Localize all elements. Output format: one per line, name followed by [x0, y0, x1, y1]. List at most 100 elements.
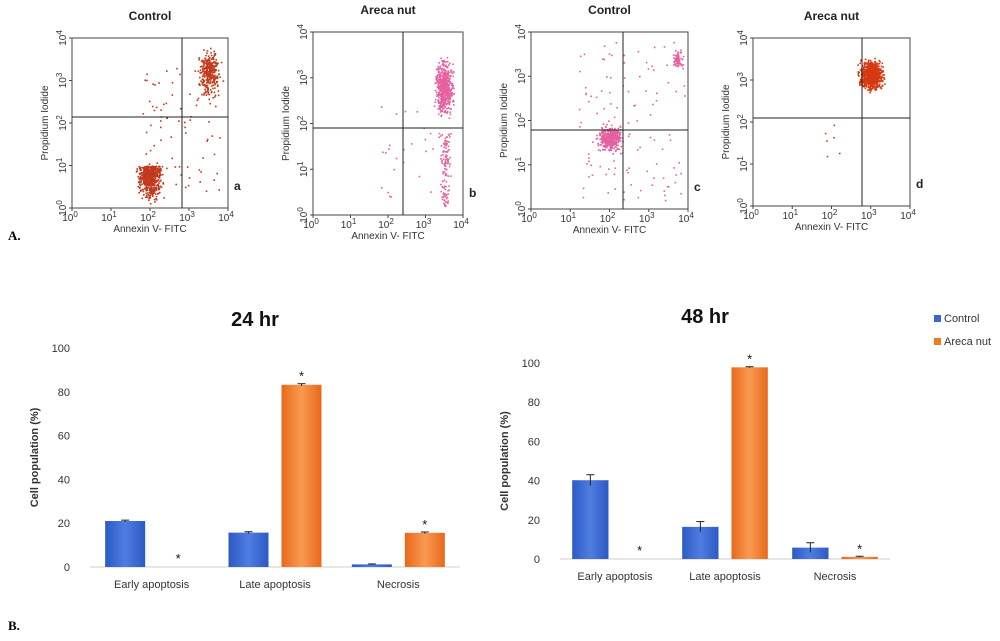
- flow-event-dot: [199, 181, 201, 183]
- flow-event-dot: [444, 65, 447, 68]
- flow-event-dot: [869, 70, 872, 73]
- flow-event-dot: [597, 144, 599, 147]
- flow-event-dot: [681, 65, 683, 67]
- flow-plot-frame: [752, 37, 911, 207]
- flow-event-dot: [209, 69, 212, 71]
- flow-event-dot: [881, 80, 884, 83]
- flow-event-dot: [146, 168, 148, 171]
- flow-event-dot: [618, 140, 620, 143]
- flow-event-dot: [207, 73, 209, 76]
- flow-event-dot: [147, 179, 150, 182]
- flow-event-dot: [582, 196, 585, 199]
- flow-event-dot: [588, 157, 590, 159]
- flow-event-dot: [613, 160, 615, 162]
- flow-event-dot: [443, 91, 446, 94]
- flow-event-dot: [153, 109, 156, 112]
- flow-event-dot: [866, 66, 869, 68]
- flow-y-tick-label: 102: [55, 115, 69, 131]
- flow-event-dot: [879, 77, 882, 80]
- flow-event-dot: [637, 196, 640, 199]
- flow-x-tick-label: 101: [101, 210, 117, 224]
- flow-event-dot: [158, 171, 160, 174]
- flow-event-dot: [139, 173, 141, 176]
- flow-event-dot: [860, 81, 862, 83]
- flow-event-dot: [208, 70, 211, 72]
- flow-event-dot: [680, 172, 682, 175]
- flow-event-dot: [443, 59, 445, 62]
- flow-event-dot: [155, 189, 158, 191]
- flow-event-dot: [621, 137, 623, 139]
- flow-event-dot: [207, 59, 209, 61]
- flow-event-dot: [863, 78, 865, 80]
- flow-event-dot: [161, 173, 164, 176]
- flow-event-dot: [387, 191, 389, 194]
- flow-event-dot: [878, 85, 880, 88]
- flow-event-dot: [867, 84, 870, 87]
- flow-event-dot: [869, 61, 872, 64]
- flow-event-dot: [140, 178, 143, 181]
- flow-event-dot: [866, 72, 868, 75]
- flow-event-dot: [425, 150, 427, 153]
- flow-event-dot: [445, 205, 447, 207]
- flow-event-dot: [202, 70, 204, 72]
- flow-event-dot: [153, 174, 156, 176]
- flow-event-dot: [143, 182, 145, 184]
- flow-event-dot: [154, 166, 156, 168]
- flow-event-dot: [207, 78, 209, 80]
- flow-panel-c: Control 100 101 102 103 104 100 101 102 103 104 Ann…: [499, 3, 701, 236]
- flow-event-dot: [219, 76, 221, 78]
- flow-event-dot: [446, 100, 449, 103]
- flow-event-dot: [445, 64, 447, 67]
- flow-event-dot: [866, 82, 868, 85]
- bar-chart-title: 24 hr: [231, 309, 279, 331]
- flow-event-dot: [669, 139, 672, 142]
- flow-event-dot: [623, 77, 626, 79]
- flow-event-dot: [155, 195, 158, 198]
- bar-y-tick-label: 40: [58, 474, 70, 486]
- flow-event-dot: [614, 143, 617, 145]
- flow-event-dot: [205, 72, 207, 74]
- flow-event-dot: [649, 136, 652, 139]
- flow-event-dot: [862, 80, 865, 83]
- flow-event-dot: [610, 130, 612, 133]
- flow-event-dot: [607, 137, 609, 140]
- flow-event-dot: [871, 83, 873, 85]
- flow-event-dot: [145, 189, 147, 192]
- flow-event-dot: [210, 78, 212, 80]
- flow-event-dot: [446, 196, 449, 199]
- flow-event-dot: [444, 85, 447, 87]
- flow-event-dot: [605, 139, 608, 142]
- flow-x-tick-label: 100: [303, 217, 319, 231]
- flow-event-dot: [204, 88, 206, 91]
- flow-event-dot: [444, 61, 446, 63]
- flow-event-dot: [147, 178, 149, 180]
- flow-event-dot: [136, 168, 138, 170]
- flow-event-dot: [607, 149, 610, 151]
- flow-event-dot: [605, 133, 608, 135]
- flow-event-dot: [150, 180, 152, 183]
- flow-y-tick-label: 103: [514, 68, 528, 84]
- flow-event-dot: [596, 134, 598, 137]
- flow-x-tick-label: 103: [416, 217, 432, 231]
- flow-event-dot: [884, 83, 886, 85]
- flow-event-dot: [207, 71, 210, 73]
- flow-event-dot: [872, 75, 874, 78]
- bar-control: [105, 521, 146, 567]
- flow-event-dot: [444, 161, 447, 163]
- flow-event-dot: [439, 74, 442, 77]
- flow-event-dot: [212, 75, 215, 77]
- flow-event-dot: [445, 180, 448, 183]
- flow-event-dot: [620, 145, 622, 148]
- flow-event-dot: [439, 85, 442, 88]
- flow-event-dot: [146, 180, 148, 182]
- flow-event-dot: [604, 142, 607, 145]
- flow-event-dot: [873, 73, 876, 76]
- flow-event-dot: [441, 107, 444, 110]
- flow-event-dot: [165, 102, 168, 105]
- flow-event-dot: [588, 176, 590, 178]
- flow-event-dot: [623, 62, 626, 64]
- flow-event-dot: [440, 158, 442, 160]
- flow-event-dot: [198, 58, 200, 61]
- flow-event-dot: [446, 201, 448, 204]
- flow-event-dot: [452, 63, 454, 66]
